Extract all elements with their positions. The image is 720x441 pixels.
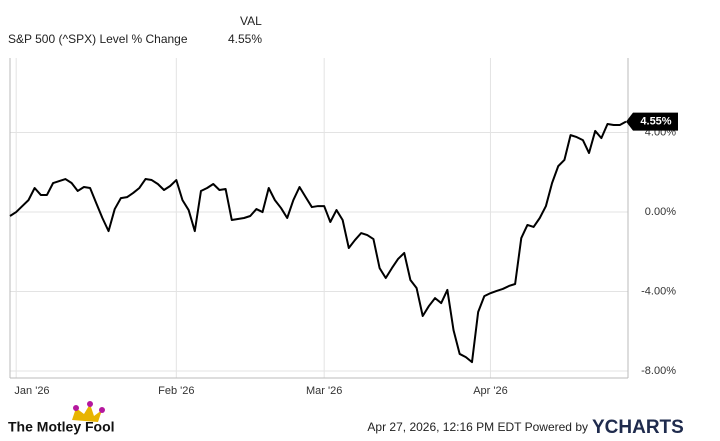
y-tick-label: -4.00% xyxy=(641,285,676,297)
plot-area: 4.00%0.00%-4.00%-8.00%Jan '26 Feb '26 Mar … xyxy=(9,58,678,397)
provider-logo: YCHARTS xyxy=(592,417,684,438)
y-tick-label: 0.00% xyxy=(645,206,676,218)
x-tick-label: Feb '26 xyxy=(158,385,194,397)
x-tick-label: Jan '26 xyxy=(14,385,49,397)
logo-bell xyxy=(87,401,93,407)
timestamp: Apr 27, 2026, 12:16 PM EDT Powered by xyxy=(367,420,588,434)
brand-logo xyxy=(72,401,105,422)
value-flag xyxy=(626,112,678,131)
logo-hat xyxy=(72,404,102,422)
value-label: 4.55% xyxy=(640,116,671,128)
y-tick-label: -8.00% xyxy=(641,365,676,377)
legend-entry: S&P 500 (^SPX) Level % Change xyxy=(8,32,188,46)
legend-value: 4.55% xyxy=(228,32,262,46)
series-line xyxy=(9,120,627,364)
logo-bell xyxy=(99,407,105,413)
legend-header: VAL xyxy=(240,14,262,28)
logo-bell xyxy=(73,405,79,411)
x-tick-label: Apr '26 xyxy=(473,385,508,397)
x-tick-label: Mar '26 xyxy=(306,385,342,397)
brand-text: The Motley Fool xyxy=(8,419,115,435)
